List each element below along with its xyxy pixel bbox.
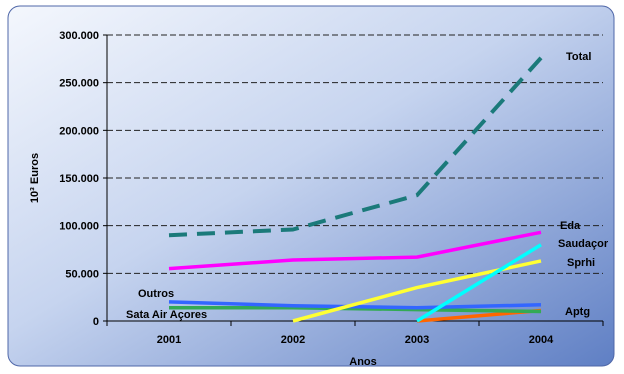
series-label-sata-air-a-ores: Sata Air Açores	[126, 309, 207, 321]
series-line-sauda-or	[416, 243, 542, 323]
y-tick-label: 150.000	[59, 173, 99, 185]
x-tick-label: 2003	[405, 334, 429, 346]
series-label-eda: Eda	[560, 220, 581, 232]
x-axis-title: Anos	[349, 356, 377, 368]
y-tick-label: 50.000	[65, 268, 99, 280]
chart-background	[7, 5, 615, 367]
y-tick-label: 100.000	[59, 221, 99, 233]
y-tick-label: 0	[93, 316, 99, 328]
series-lines	[168, 56, 543, 323]
y-tick-label: 300.000	[59, 30, 99, 42]
series-line-outros	[168, 300, 542, 310]
series-label-sauda-or: Saudaçor	[558, 238, 609, 250]
series-label-outros: Outros	[138, 288, 174, 300]
series-label-aptg: Aptg	[565, 306, 590, 318]
x-tick-label: 2004	[529, 334, 554, 346]
series-line-total	[168, 56, 543, 238]
y-tick-label: 250.000	[59, 78, 99, 90]
y-axis-title: 10³ Euros	[29, 153, 41, 203]
series-label-total: Total	[566, 51, 591, 63]
series-label-sprhi: Sprhi	[567, 257, 595, 269]
series-line-sata-air-a-ores	[169, 305, 542, 314]
series-line-eda	[168, 230, 542, 271]
axes: 0 50.000 100.000 150.000 200.000 250.000 300.0…	[59, 30, 604, 346]
x-tick-label: 2002	[281, 334, 305, 346]
series-labels: Total Eda Saudaçor Sprhi Outros Sata Air Açor…	[126, 51, 609, 321]
x-tick-label: 2001	[157, 334, 181, 346]
y-tick-label: 200.000	[59, 125, 99, 137]
gridlines	[107, 34, 603, 274]
